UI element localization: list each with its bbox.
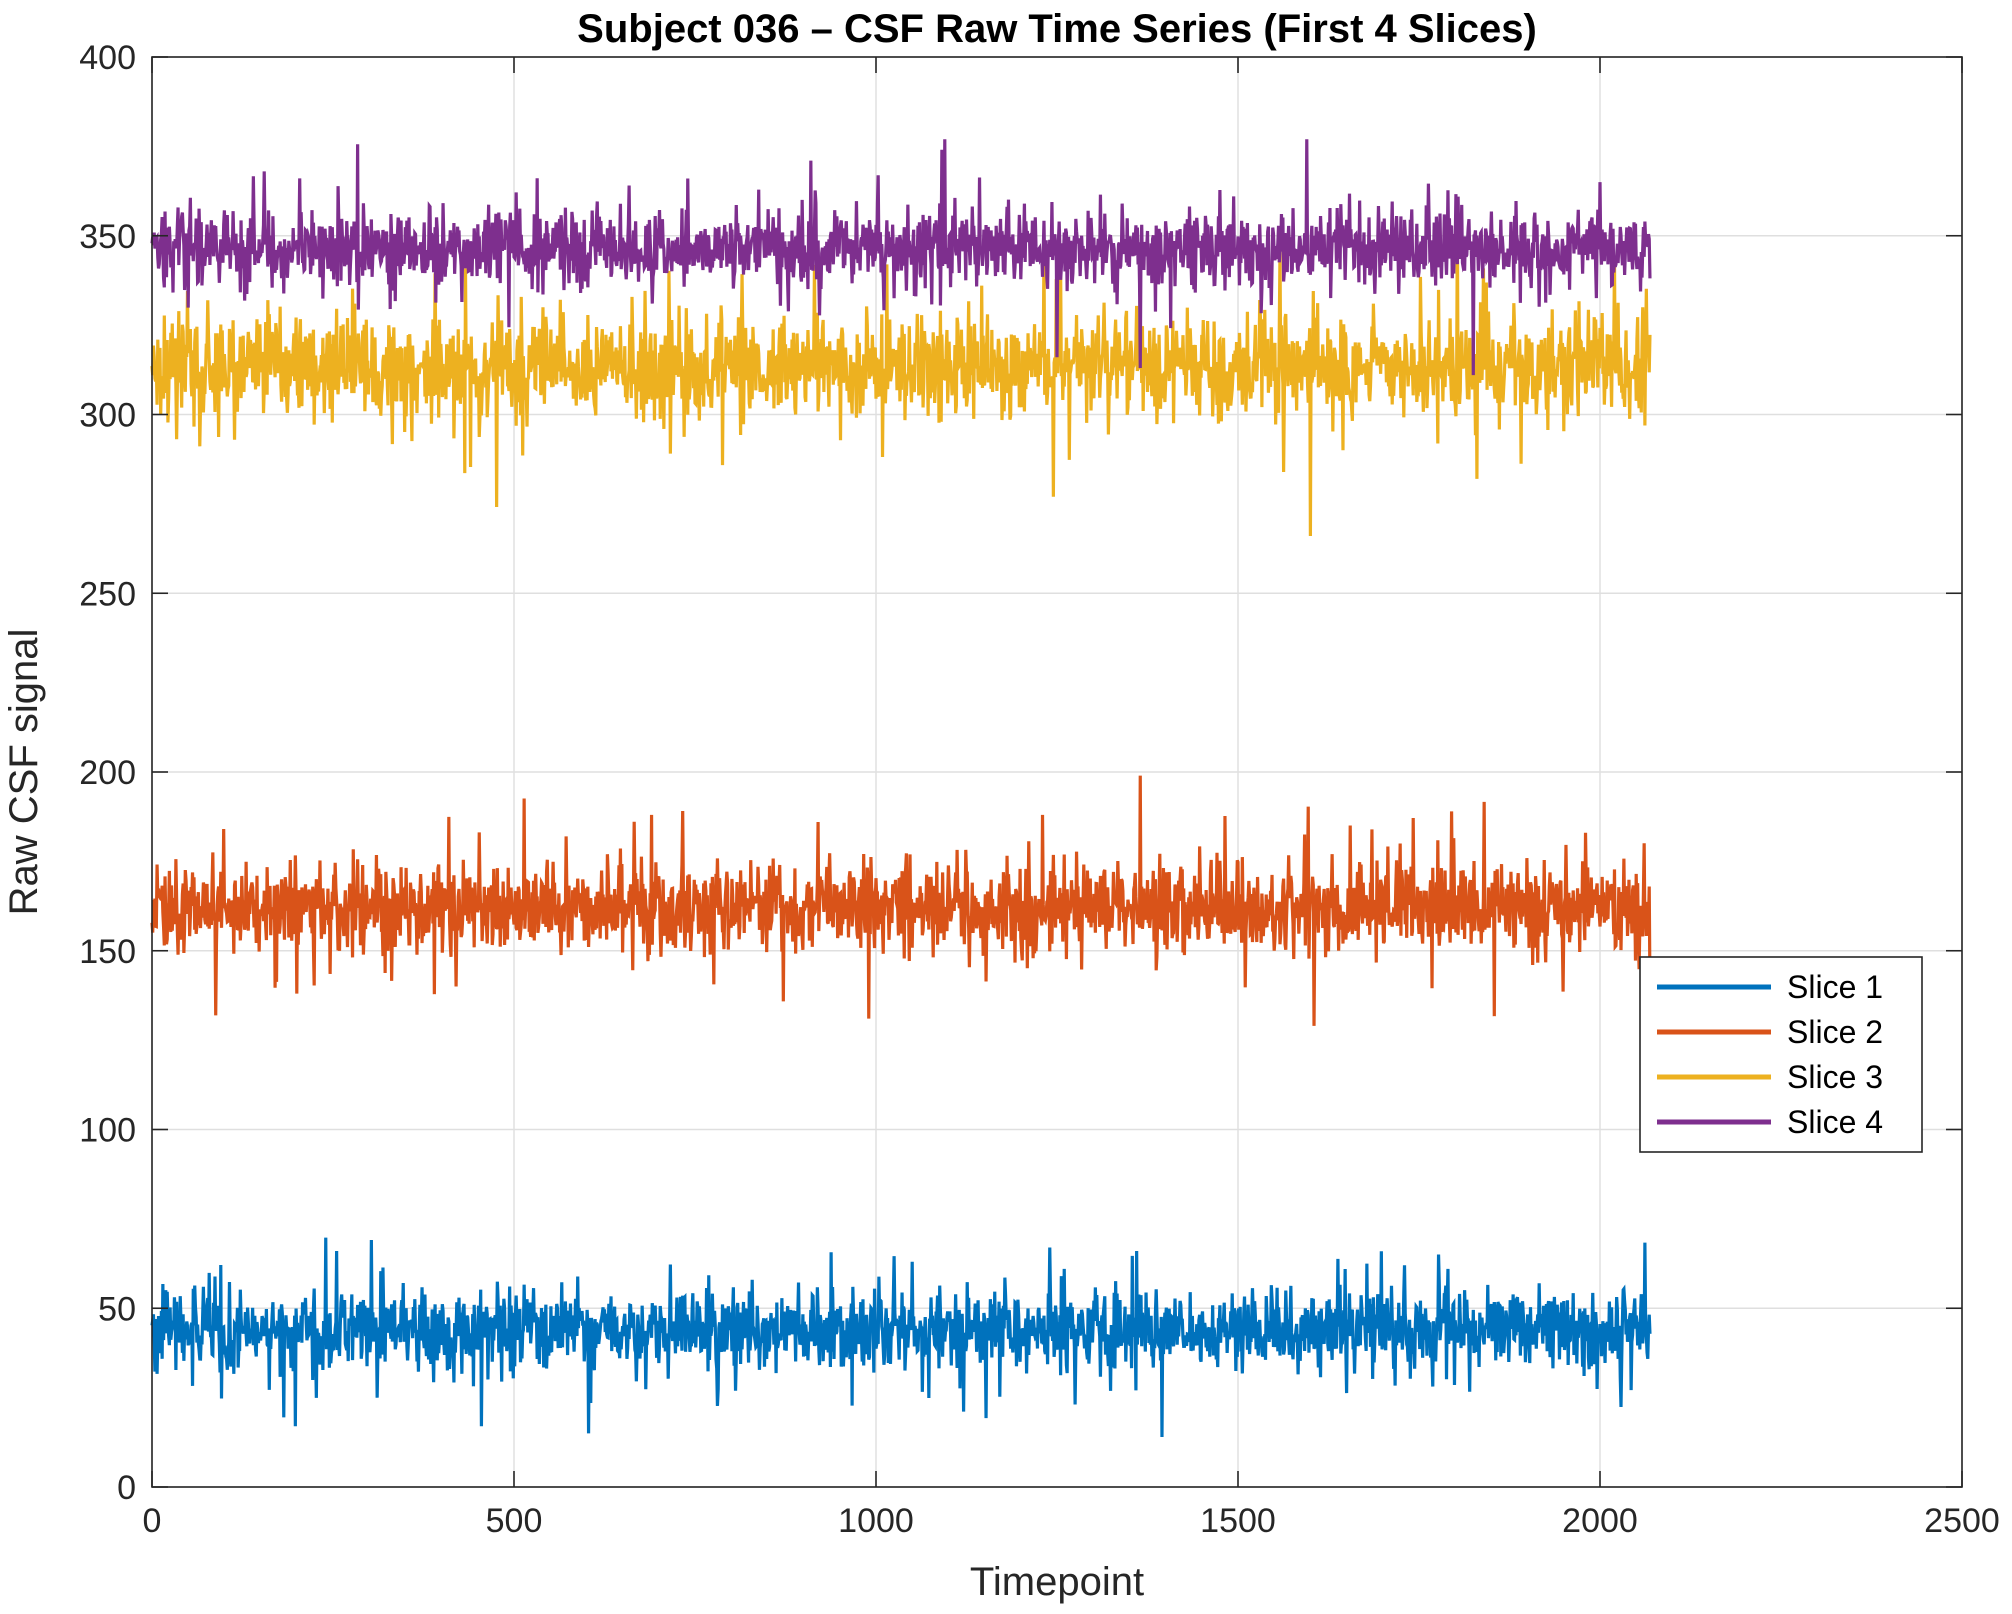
legend-label-2: Slice 2 (1787, 1014, 1883, 1050)
x-tick-label: 2500 (1924, 1502, 2000, 1540)
legend-label-1: Slice 1 (1787, 969, 1883, 1005)
y-tick-label: 200 (79, 754, 136, 792)
x-tick-label: 500 (486, 1502, 543, 1540)
x-axis-label: Timepoint (970, 1560, 1144, 1604)
legend: Slice 1 Slice 2 Slice 3 Slice 4 (1639, 956, 1923, 1153)
y-tick-label: 350 (79, 218, 136, 256)
x-tick-label: 1000 (838, 1502, 914, 1540)
series-line-3 (150, 223, 1652, 537)
series-line-4 (150, 139, 1652, 376)
chart-title: Subject 036 – CSF Raw Time Series (First… (577, 7, 1537, 51)
y-tick-label: 300 (79, 397, 136, 435)
y-tick-label: 150 (79, 933, 136, 971)
y-tick-label: 100 (79, 1112, 136, 1150)
series-line-2 (150, 775, 1652, 1026)
series-line-1 (150, 1237, 1652, 1437)
y-tick-label: 400 (79, 39, 136, 77)
y-axis-label: Raw CSF signal (2, 629, 46, 916)
ticks: 0 500 1000 1500 2000 2500 0 50 100 150 200 250 300 35… (79, 39, 2000, 1540)
x-tick-label: 2000 (1562, 1502, 1638, 1540)
x-tick-label: 0 (143, 1502, 162, 1540)
y-tick-label: 0 (117, 1469, 136, 1507)
x-tick-label: 1500 (1200, 1502, 1276, 1540)
y-tick-label: 250 (79, 575, 136, 613)
y-tick-label: 50 (98, 1290, 136, 1328)
series-layer (150, 139, 1652, 1437)
legend-label-3: Slice 3 (1787, 1059, 1883, 1095)
legend-label-4: Slice 4 (1787, 1104, 1883, 1140)
